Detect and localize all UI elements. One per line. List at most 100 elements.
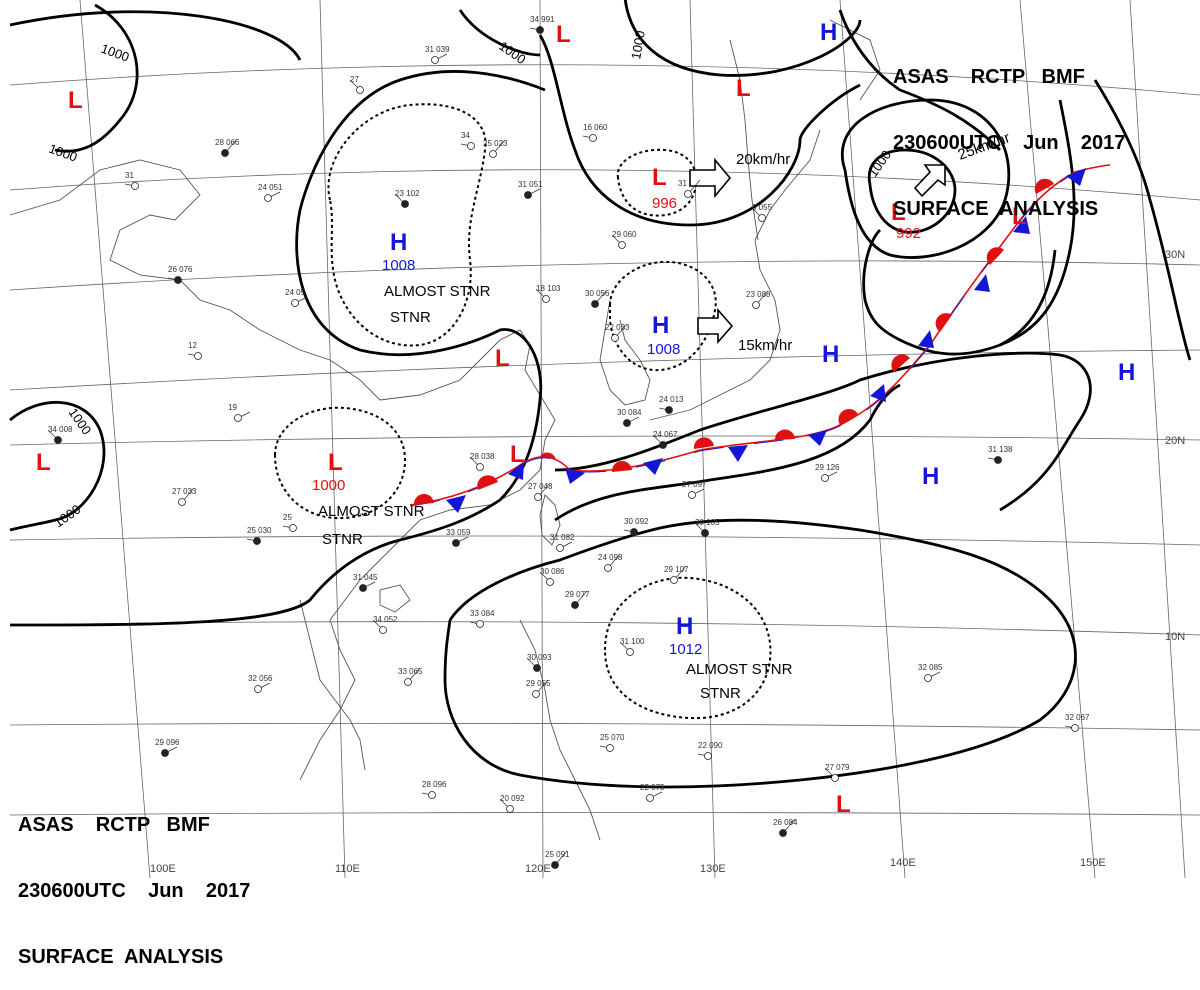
station-reading: 24 098 xyxy=(598,553,623,562)
station-reading: 27 097 xyxy=(682,480,707,489)
cold-front-symbol xyxy=(870,384,886,402)
cold-front-symbol xyxy=(728,445,748,462)
meridian-140e xyxy=(839,0,906,878)
cold-front-symbol xyxy=(446,495,466,513)
station-circle xyxy=(289,524,297,532)
station-reading: 30 105 xyxy=(695,518,720,527)
station-circle xyxy=(533,664,541,672)
isobar-south-of-front xyxy=(554,383,901,522)
coastline-japan xyxy=(649,129,821,421)
station-reading: 31 xyxy=(678,179,687,188)
station-plot: 30 056 xyxy=(585,289,610,308)
warm-front-symbol xyxy=(693,437,714,449)
station-reading: 25 070 xyxy=(600,733,625,742)
station-circle xyxy=(54,436,62,444)
station-circle xyxy=(1071,724,1079,732)
low-pressure-value: 992 xyxy=(896,225,921,242)
cold-front-symbol xyxy=(643,458,663,475)
station-plot: 29 107 xyxy=(664,565,689,584)
station-plot: 22 033 xyxy=(605,323,630,342)
station-reading: 22 075 xyxy=(640,783,665,792)
station-reading: 22 033 xyxy=(605,323,630,332)
station-plot: 27 097 xyxy=(682,480,707,499)
station-circle xyxy=(161,749,169,757)
coastline-korea xyxy=(599,299,651,406)
system-note: ALMOST STNR xyxy=(686,661,793,678)
station-circle xyxy=(591,300,599,308)
lat-label-20n: 20N xyxy=(1165,435,1185,447)
isobar-far-east-upper xyxy=(1093,79,1192,361)
station-plot: 30 084 xyxy=(617,408,642,427)
station-circle xyxy=(611,334,619,342)
station-plot: 6 055 xyxy=(751,203,773,222)
station-reading: 34 xyxy=(461,131,470,140)
movement-arrows xyxy=(689,157,946,345)
station-circle xyxy=(688,491,696,499)
warm-front-symbol xyxy=(774,429,795,440)
high-pressure-center: H xyxy=(390,229,407,256)
station-circle xyxy=(630,528,638,536)
station-plot: 34 008 xyxy=(47,425,73,444)
motion-speed-label: 15km/hr xyxy=(738,337,792,354)
station-plot: 19 xyxy=(228,403,251,422)
station-circle xyxy=(556,544,564,552)
title-line-2: 230600UTC Jun 2017 xyxy=(18,880,251,902)
station-reading: 27 048 xyxy=(528,482,553,491)
station-reading: 12 xyxy=(188,341,197,350)
title-line-2: 230600UTC Jun 2017 xyxy=(893,132,1126,154)
station-reading: 20 092 xyxy=(500,794,525,803)
cold-front-symbol xyxy=(565,468,585,484)
isobar-low-996-outer xyxy=(538,34,802,227)
grid-labels: 30N 20N 10N 100E 110E 120E 130E 140E 150… xyxy=(150,249,1185,875)
station-reading: 31 045 xyxy=(353,573,378,582)
station-circle xyxy=(506,805,514,813)
station-plot: 24 05 xyxy=(285,288,308,307)
chart-title-top: ASAS RCTP BMF 230600UTC Jun 2017 SURFACE… xyxy=(893,22,1125,242)
station-plot: 33 084 xyxy=(469,609,495,628)
station-plot: 34 052 xyxy=(372,615,398,634)
station-plot: 31 100 xyxy=(619,637,645,656)
isobar-1000-west-low xyxy=(9,401,106,522)
station-reading: 28 038 xyxy=(470,452,495,461)
low-pressure-center: L xyxy=(328,449,343,476)
station-plot: 29 060 xyxy=(611,230,637,249)
station-plot: 26 076 xyxy=(167,265,193,284)
high-pressure-value: 1008 xyxy=(382,257,415,274)
low-pressure-center: L xyxy=(652,164,667,191)
high-pressure-center: H xyxy=(1118,359,1135,386)
title-line-1: ASAS RCTP BMF xyxy=(893,66,1085,88)
chart-title-bottom: ASAS RCTP BMF 230600UTC Jun 2017 SURFACE… xyxy=(18,770,250,990)
high-pressure-value: 1008 xyxy=(647,341,680,358)
station-circle xyxy=(264,194,272,202)
station-plot: 30 093 xyxy=(526,653,552,672)
coastline-indochina xyxy=(299,599,366,771)
latitude-line xyxy=(9,64,1200,96)
station-circle xyxy=(534,493,542,501)
station-circle xyxy=(701,529,709,537)
station-circle xyxy=(254,685,262,693)
low-pressure-center: L xyxy=(891,199,906,226)
station-circle xyxy=(194,352,202,360)
station-circle xyxy=(174,276,182,284)
dashed-isobar-l1000 xyxy=(273,406,407,520)
system-note-2: STNR xyxy=(322,531,363,548)
isobar-1000-bottom-loop xyxy=(9,518,56,532)
dashed-isobar-l996 xyxy=(616,148,698,217)
station-circle xyxy=(659,441,667,449)
station-plot: 32 067 xyxy=(1064,713,1090,732)
coastline-china xyxy=(9,159,556,781)
station-plot: 29 077 xyxy=(565,590,590,609)
station-reading: 29 126 xyxy=(815,463,840,472)
station-circle xyxy=(356,86,364,94)
station-circle xyxy=(542,295,550,303)
station-plot: 31 039 xyxy=(425,45,450,64)
low-pressure-value: 996 xyxy=(652,195,677,212)
station-reading: 23 088 xyxy=(746,290,771,299)
lon-label-140e: 140E xyxy=(890,857,916,869)
station-reading: 25 030 xyxy=(247,526,272,535)
station-circle xyxy=(379,626,387,634)
meridian-160e xyxy=(1129,0,1186,878)
station-reading: 30 056 xyxy=(585,289,610,298)
lat-label-10n: 10N xyxy=(1165,631,1185,643)
station-circle xyxy=(452,539,460,547)
